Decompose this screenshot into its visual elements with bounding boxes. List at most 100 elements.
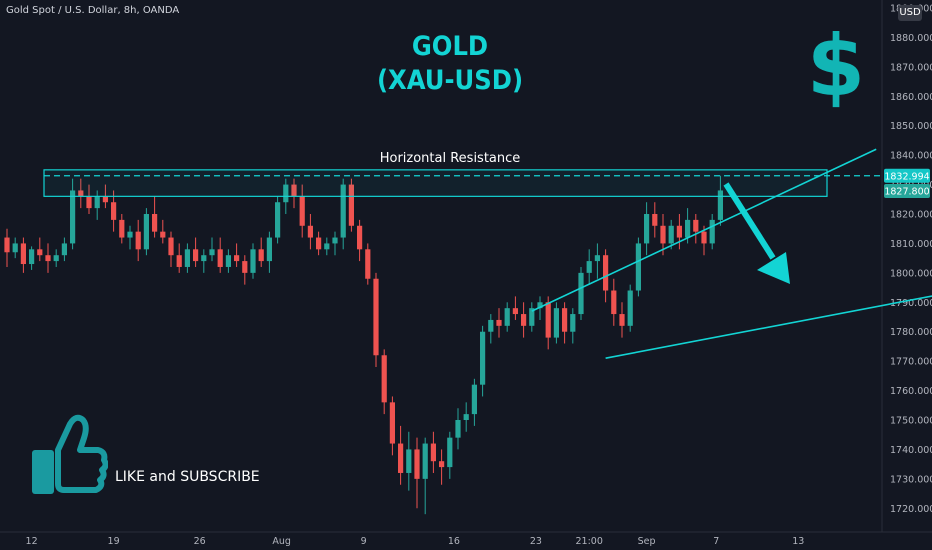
down-arrow-icon — [757, 252, 790, 284]
candle-body — [193, 249, 199, 262]
candle-body — [250, 249, 256, 273]
candle-body — [225, 255, 231, 267]
y-tick-label: 1740.000 — [890, 445, 932, 456]
candle-body — [201, 255, 207, 262]
candle-body — [365, 249, 371, 279]
candle-body — [184, 249, 190, 267]
candle-body — [4, 237, 10, 253]
down-arrow-shaft — [723, 182, 776, 260]
candle-body — [652, 214, 658, 226]
candle-body — [521, 314, 527, 326]
candle-body — [291, 184, 297, 197]
symbol-header[interactable]: Gold Spot / U.S. Dollar, 8h, OANDA — [6, 5, 180, 16]
y-tick-label: 1800.000 — [890, 268, 932, 279]
candle-body — [619, 314, 625, 326]
candle-body — [70, 190, 76, 244]
dollar-sign-icon: $ — [806, 17, 866, 115]
currency-badge[interactable]: USD — [898, 5, 922, 21]
resistance-zone — [43, 169, 828, 197]
wedge-upper-line — [531, 148, 877, 312]
candle-body — [611, 290, 617, 315]
x-tick-label: Aug — [272, 536, 291, 547]
title-line-1: GOLD — [411, 31, 489, 62]
candle-body — [135, 231, 141, 250]
candle-body — [102, 196, 108, 203]
candle-body — [578, 272, 584, 315]
candle-body — [275, 202, 281, 238]
candle-body — [45, 255, 51, 262]
candle-body — [406, 449, 412, 473]
candle-body — [20, 243, 26, 265]
candle-body — [496, 319, 502, 326]
x-tick-label: 19 — [108, 536, 120, 547]
candle-body — [463, 414, 469, 420]
x-tick-label: 12 — [26, 536, 38, 547]
candle-body — [119, 219, 125, 238]
title-line-2: (XAU-USD) — [376, 65, 524, 96]
candle-body — [627, 290, 633, 326]
y-tick-label: 1730.000 — [890, 474, 932, 485]
candle-body — [414, 449, 420, 479]
y-tick-label: 1720.000 — [890, 504, 932, 515]
x-tick-label: 23 — [530, 536, 542, 547]
candle-body — [455, 420, 461, 438]
candle-body — [316, 237, 322, 250]
candle-body — [94, 196, 100, 209]
candle-body — [693, 219, 699, 232]
x-tick-label: 13 — [792, 536, 804, 547]
candle-body — [381, 355, 387, 403]
candle-body — [12, 243, 18, 253]
y-tick-label: 1860.000 — [890, 92, 932, 103]
candle-body — [594, 255, 600, 262]
candle-body — [709, 219, 715, 244]
y-tick-label: 1810.000 — [890, 239, 932, 250]
candle-body — [176, 255, 182, 267]
candle-body — [545, 302, 551, 338]
chart-title: GOLD (XAU-USD) — [370, 30, 530, 98]
last-price-badge-bg — [884, 184, 930, 199]
candle-body — [644, 214, 650, 244]
y-tick-label: 1880.000 — [890, 33, 932, 44]
candle-body — [553, 308, 559, 338]
candle-body — [512, 308, 518, 315]
candle-body — [86, 196, 92, 209]
y-tick-label: 1870.000 — [890, 62, 932, 73]
candle-body — [471, 384, 477, 415]
last-price-badge: 1827.800 — [884, 187, 929, 198]
x-tick-label: Sep — [638, 536, 656, 547]
candle-body — [266, 237, 272, 262]
candle-body — [480, 331, 486, 385]
x-tick-label: 26 — [194, 536, 206, 547]
candle-body — [332, 237, 338, 244]
candle-body — [348, 184, 354, 226]
candle-body — [447, 437, 453, 468]
y-tick-label: 1780.000 — [890, 327, 932, 338]
y-tick-label: 1790.000 — [890, 298, 932, 309]
candle-body — [430, 443, 436, 462]
thumbs-up-icon — [32, 414, 108, 494]
candle-body — [217, 249, 223, 267]
candle-body — [242, 261, 248, 273]
candle-body — [488, 319, 494, 332]
like-subscribe-text: LIKE and SUBSCRIBE — [115, 469, 260, 485]
resistance-label: Horizontal Resistance — [380, 151, 521, 166]
candle-body — [53, 255, 59, 262]
candle-body — [603, 255, 609, 291]
candle-body — [29, 249, 35, 265]
y-tick-label: 1840.000 — [890, 151, 932, 162]
candle-body — [340, 184, 346, 238]
x-tick-label: 21:00 — [576, 536, 603, 547]
candle-body — [299, 196, 305, 226]
candle-body — [685, 219, 691, 238]
candle-body — [668, 225, 674, 244]
candle-body — [209, 249, 215, 256]
candle-body — [111, 202, 117, 220]
y-tick-label: 1820.000 — [890, 210, 932, 221]
candle-body — [152, 214, 158, 232]
candle-body — [529, 308, 535, 326]
candle-body — [143, 214, 149, 250]
candle-body — [283, 184, 289, 203]
candle-body — [127, 231, 133, 238]
candle-body — [37, 249, 43, 256]
